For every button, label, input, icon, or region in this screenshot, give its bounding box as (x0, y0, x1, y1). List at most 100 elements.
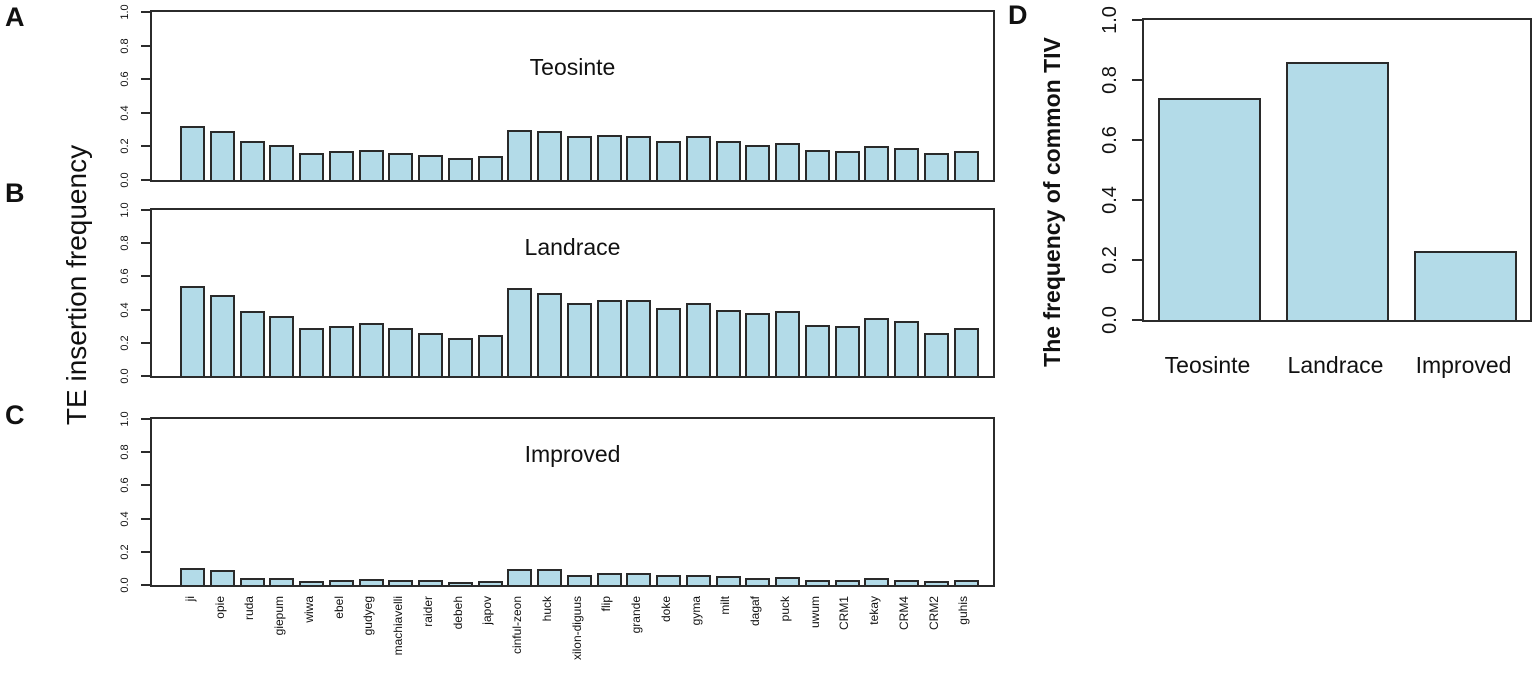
bar-doke (656, 141, 681, 180)
panel-title-improved: Improved (524, 441, 621, 467)
x-label-slot: japov (476, 596, 501, 688)
x-label-slot: milt (714, 596, 739, 688)
y-axis-title-d: The frequency of common TIV (1039, 37, 1065, 367)
bar-giepum (269, 578, 295, 585)
bar-raider (418, 154, 443, 180)
y-tick (141, 418, 150, 420)
y-tick-label: 0.8 (119, 444, 131, 460)
y-tick (141, 242, 150, 245)
y-tick (141, 44, 150, 47)
bar-uwum (804, 580, 830, 585)
bars-common-tiv (1144, 20, 1530, 320)
x-label-grande: grande (629, 596, 644, 634)
bar-debeh (447, 158, 473, 180)
x-label-slot: doke (654, 596, 679, 688)
x-label-puck: puck (777, 596, 792, 622)
x-label-doke: doke (658, 596, 673, 623)
x-axis-group-labels: Teosinte Landrace Improved (1142, 352, 1532, 379)
x-label-slot: CRM2 (922, 596, 947, 688)
y-tick-label: 0.0 (119, 172, 131, 188)
bar-puck (775, 143, 800, 180)
bar-Teosinte (1158, 98, 1261, 320)
bar-guhis (953, 151, 979, 180)
x-label-slot: flip (595, 596, 620, 688)
x-label-guhis: guhis (956, 596, 971, 625)
x-label-slot: CRM1 (833, 596, 858, 688)
bar-Landrace (1286, 62, 1389, 320)
bar-CRM1 (834, 151, 860, 180)
y-tick-label: 0.6 (119, 268, 131, 285)
panel-improved: Improved 0.0 0.2 0.4 0.6 0.8 1.0 (119, 411, 995, 593)
panel-title-teosinte: Teosinte (529, 54, 616, 80)
y-tick-label: 0.4 (119, 301, 131, 318)
bar-xilon-diguus (566, 136, 592, 180)
y-tick-label: 1.0 (119, 411, 131, 427)
y-tick (1132, 199, 1142, 201)
bar-gudyeg (358, 579, 384, 585)
bar-japov (477, 581, 503, 585)
y-tick (141, 179, 150, 181)
bar-guhis (953, 580, 979, 585)
bar-Improved (1414, 251, 1517, 320)
panel-title-landrace: Landrace (524, 234, 621, 260)
bar-japov (477, 334, 503, 376)
x-label-opie: opie (212, 596, 227, 619)
bars-improved (152, 419, 993, 585)
y-tick (141, 375, 150, 377)
y-tick (1132, 79, 1142, 81)
panel-label-c: C (5, 400, 25, 430)
bar-opie (209, 570, 235, 585)
bar-doke (656, 307, 681, 376)
x-label-xilon-diguus: xilon-diguus (569, 596, 584, 661)
x-label-slot: puck (773, 596, 798, 688)
x-label-slot: opie (208, 596, 233, 688)
y-tick (141, 209, 150, 211)
x-label-slot: dagaf (743, 596, 768, 688)
bar-raider (418, 580, 443, 585)
y-tick-label: 0.6 (119, 71, 131, 87)
y-tick-label: 0.8 (1099, 66, 1121, 94)
x-label-slot: cinful-zeon (505, 596, 530, 688)
bar-raider (418, 332, 443, 376)
y-tick-label: 0.2 (119, 138, 131, 155)
bar-CRM2 (923, 153, 949, 180)
bar-japov (477, 156, 503, 180)
bar-uwum (804, 324, 830, 376)
bar-wiwa (299, 327, 324, 376)
bar-xilon-diguus (566, 302, 592, 376)
panel-teosinte: Teosinte 0.0 0.2 0.4 0.6 0.8 1.0 (119, 4, 995, 188)
x-label-slot: debeh (446, 596, 471, 688)
bar-wiwa (299, 580, 324, 585)
bar-milt (715, 575, 741, 585)
bar-uwum (804, 149, 830, 180)
y-tick (1132, 19, 1142, 21)
y-tick (141, 451, 150, 454)
x-label-gudyeg: gudyeg (361, 596, 376, 636)
bar-machiavelli (388, 580, 414, 585)
y-tick (141, 78, 150, 81)
bars-teosinte (152, 12, 993, 180)
x-label-ruda: ruda (242, 596, 257, 621)
panel-common-tiv: 0.0 0.2 0.4 0.6 0.8 1.0 (1099, 6, 1532, 334)
y-tick (141, 484, 150, 487)
y-tick (1132, 259, 1142, 261)
bar-flip (596, 134, 622, 180)
x-label-slot: ji (178, 596, 203, 688)
x-label-slot: ruda (238, 596, 263, 688)
x-label-CRM2: CRM2 (926, 596, 941, 631)
x-label-cinful-zeon: cinful-zeon (510, 596, 525, 655)
bar-huck (537, 293, 562, 376)
panel-label-b: B (5, 178, 25, 208)
x-label-slot: raider (416, 596, 441, 688)
bar-cinful-zeon (507, 569, 533, 585)
bar-CRM2 (923, 332, 949, 376)
bar-gyma (685, 575, 711, 585)
bar-huck (537, 569, 562, 585)
bar-xilon-diguus (566, 575, 592, 585)
x-label-dagaf: dagaf (748, 596, 763, 627)
y-tick-label: 0.8 (119, 235, 131, 251)
y-tick-label: 0.4 (119, 105, 131, 121)
y-tick-label: 0.4 (119, 510, 131, 527)
y-tick-label: 0.0 (119, 577, 131, 593)
x-label-slot: ebel (327, 596, 352, 688)
